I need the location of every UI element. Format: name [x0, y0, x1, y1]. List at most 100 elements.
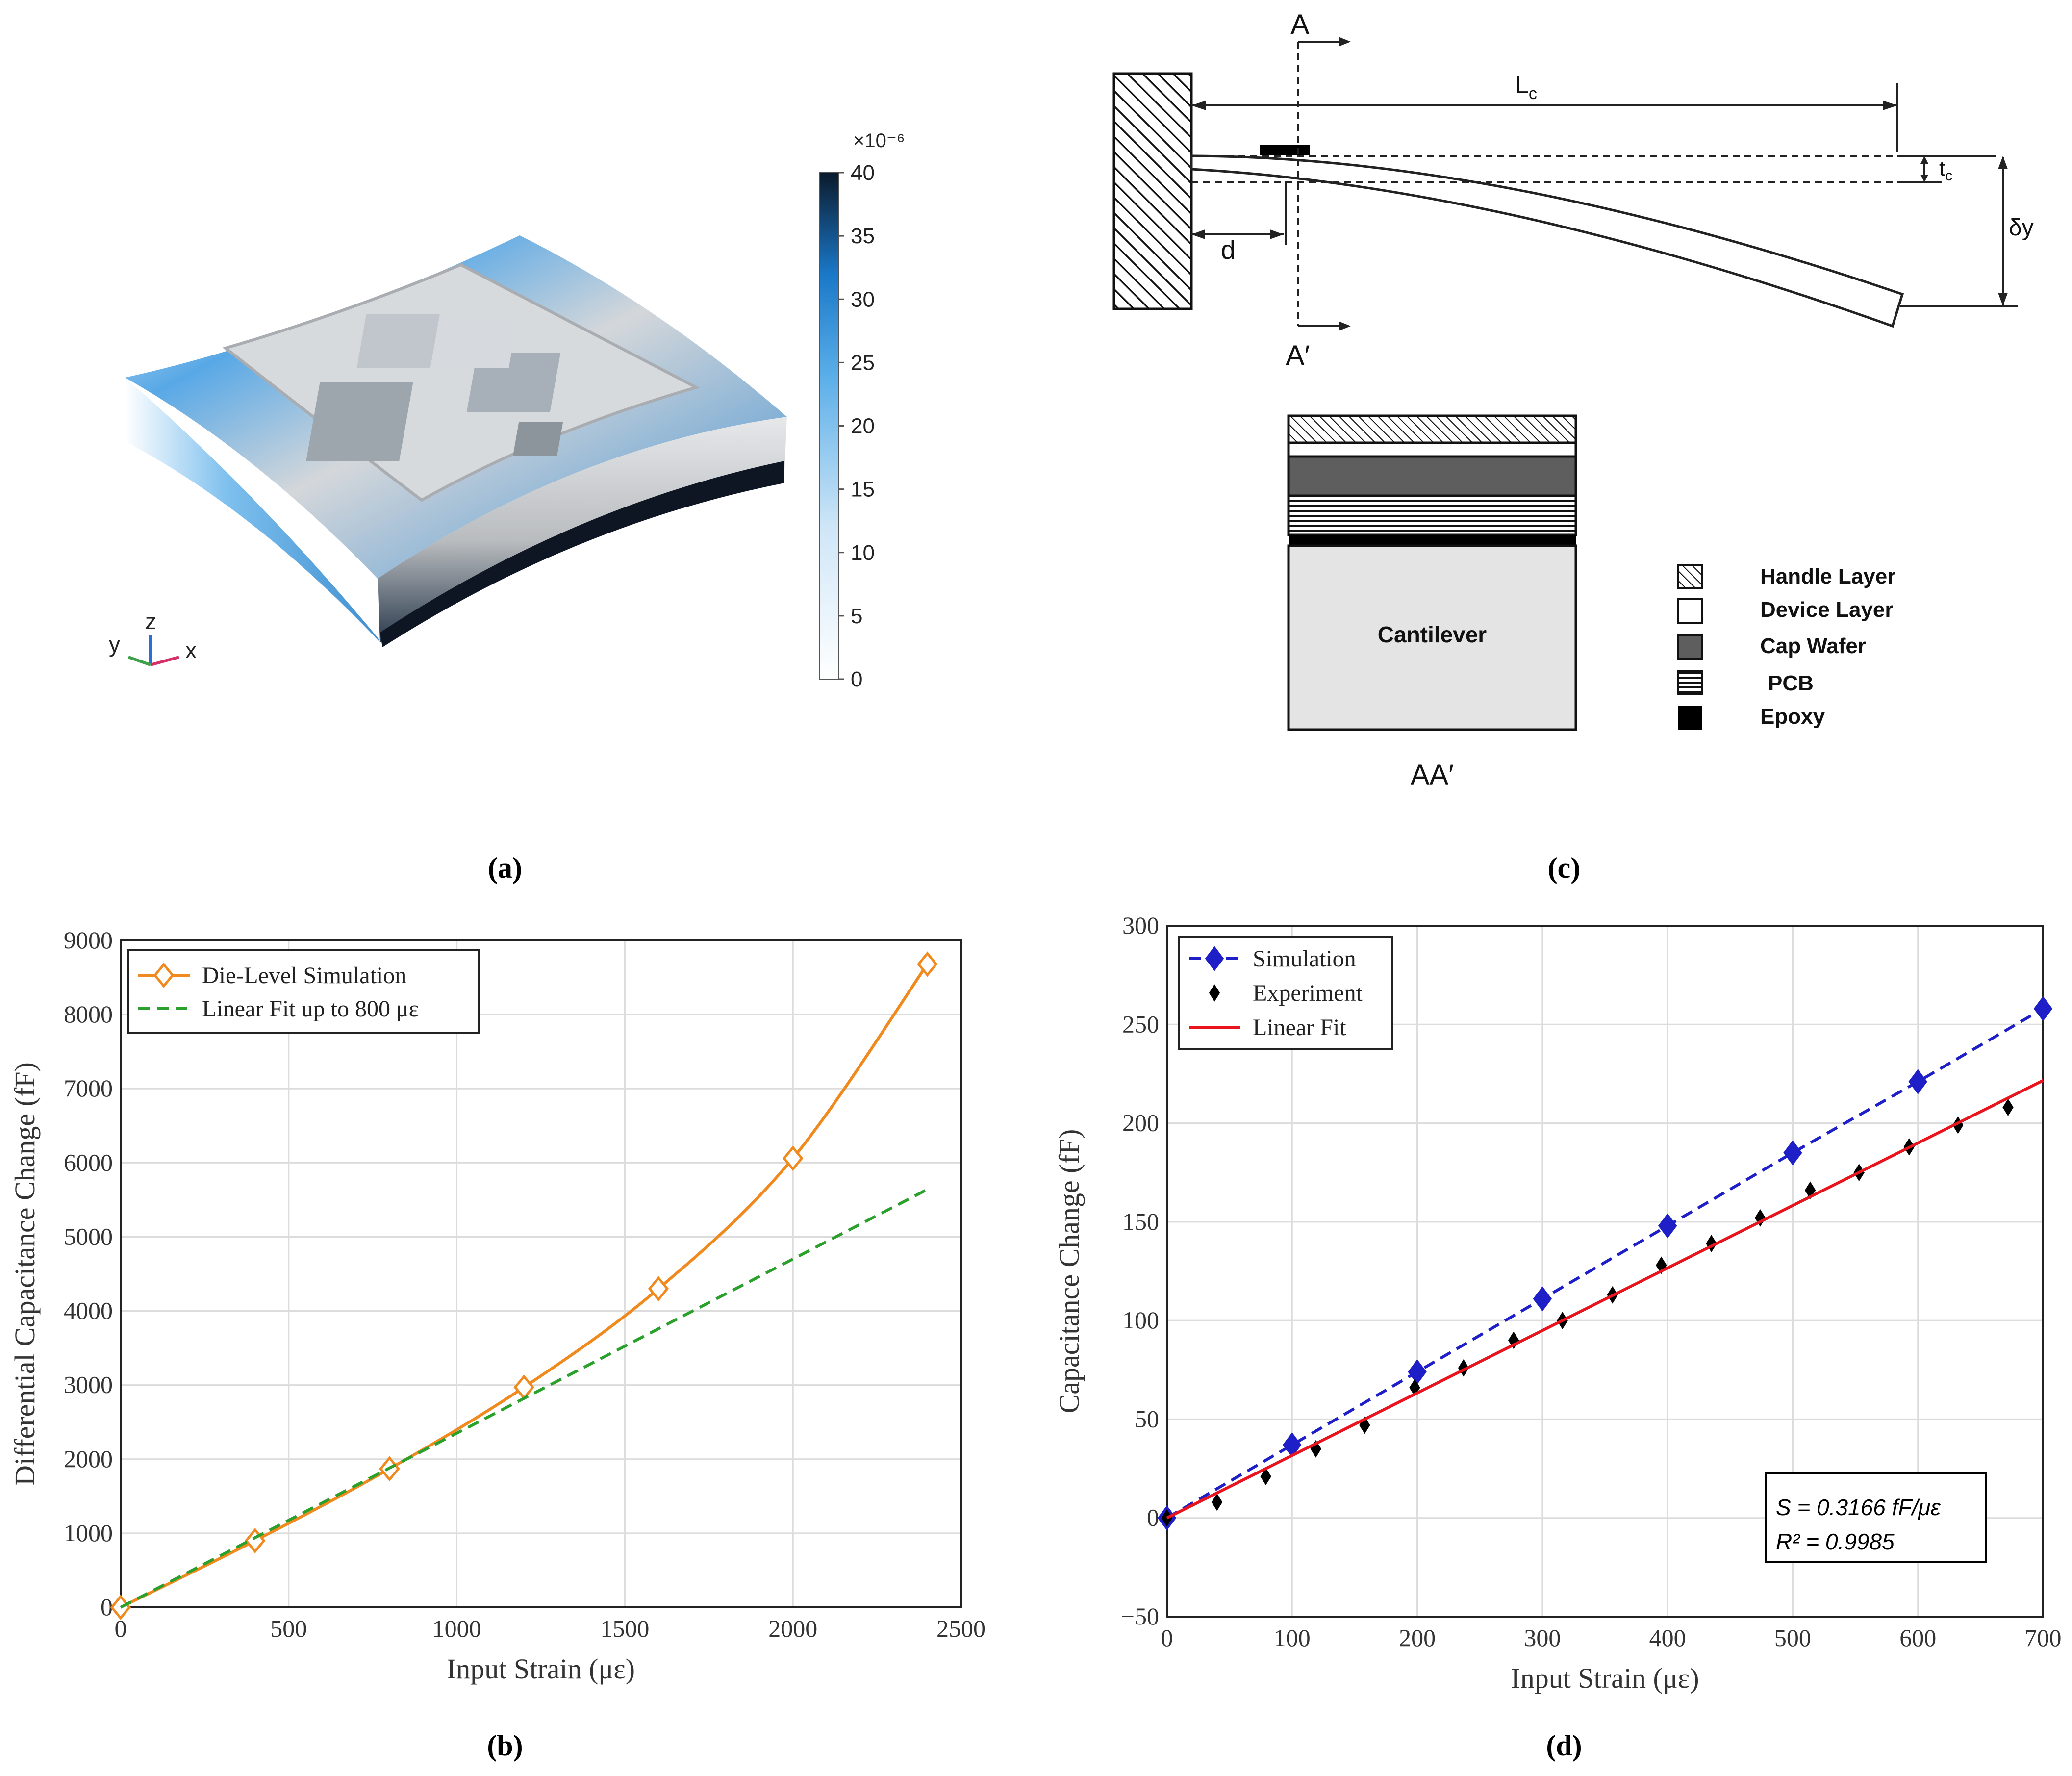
legend-label-handle: Handle Layer [1760, 564, 1895, 588]
x-tick-label: 500 [1774, 1624, 1811, 1651]
axis-label-z: z [145, 609, 156, 634]
legend-swatch-device [1677, 598, 1703, 624]
cross-section: Cantilever [1287, 414, 1577, 731]
chip-left-face [125, 378, 380, 642]
data-point [1408, 1359, 1427, 1385]
colorbar-tick-label: 40 [851, 161, 875, 185]
colorbar-gradient [819, 172, 839, 680]
legend-label: Die-Level Simulation [202, 963, 406, 989]
x-axis-label: Input Strain (με) [1511, 1662, 1699, 1694]
axis-label-y: y [109, 632, 120, 657]
series-line [120, 963, 929, 1609]
data-point [1260, 1468, 1271, 1486]
panel-a: z x y ×10⁻⁶ 0 5 10 15 20 25 30 35 40 (a) [109, 130, 905, 884]
legend-marker [153, 963, 175, 988]
colorbar-tick-label: 25 [851, 351, 875, 375]
data-point [2033, 996, 2053, 1021]
x-tick-label: 0 [1161, 1624, 1173, 1651]
series-line [1166, 1007, 2044, 1520]
y-tick-label: 7000 [64, 1074, 113, 1102]
legend-box [127, 949, 480, 1034]
legend-swatch-pcb [1677, 670, 1703, 695]
x-tick-label: 700 [2025, 1624, 2062, 1651]
x-tick-label: 500 [270, 1615, 307, 1642]
y-tick-label: 100 [1122, 1306, 1159, 1334]
y-tick-label: −50 [1121, 1602, 1159, 1630]
proof-mass-3 [356, 314, 440, 368]
data-point [648, 1276, 669, 1302]
x-tick-label: 2500 [936, 1615, 985, 1642]
legend-swatch-epoxy [1678, 706, 1702, 730]
section-label-a-prime: A′ [1286, 340, 1310, 372]
y-tick-label: 1000 [64, 1519, 113, 1547]
panel-label-b: (b) [487, 1729, 523, 1762]
legend-label: Linear Fit up to 800 με [202, 996, 419, 1022]
data-point [513, 1374, 534, 1400]
series-line [120, 1188, 928, 1609]
legend-label-cap: Cap Wafer [1760, 634, 1866, 658]
plot-frame [1166, 925, 2044, 1618]
legend-marker [1209, 984, 1220, 1002]
y-tick-label: 250 [1122, 1010, 1159, 1038]
x-tick-label: 1500 [600, 1615, 649, 1642]
data-point [1658, 1213, 1677, 1239]
y-axis-label: Capacitance Change (fF) [1053, 1129, 1085, 1414]
colorbar-tick-label: 5 [851, 604, 862, 628]
colorbar-tick-label: 20 [851, 414, 875, 438]
data-point [1211, 1493, 1223, 1511]
thickness-label: tc [1939, 156, 1952, 184]
colorbar-tick-label: 10 [851, 541, 875, 565]
legend-label: Simulation [1253, 946, 1356, 972]
x-tick-label: 2000 [768, 1615, 817, 1642]
y-tick-label: 9000 [64, 926, 113, 954]
cross-section-label: AA′ [1411, 759, 1454, 791]
data-point [1783, 1140, 1802, 1166]
r-squared-text: R² = 0.9985 [1776, 1529, 1895, 1554]
sensor-die [1260, 145, 1310, 155]
sensitivity-text: S = 0.3166 fF/με [1776, 1495, 1941, 1520]
legend-swatch-cap [1677, 634, 1703, 660]
colorbar-tick-label: 0 [851, 667, 862, 691]
fixed-wall [1112, 72, 1193, 310]
chip-bottom-edge [380, 461, 784, 647]
length-label: Lc [1515, 71, 1537, 103]
axis-label-x: x [185, 637, 197, 663]
y-tick-label: 5000 [64, 1222, 113, 1250]
y-axis-label: Differential Capacitance Change (fF) [9, 1062, 41, 1486]
y-tick-label: 50 [1135, 1405, 1159, 1432]
legend-label-epoxy: Epoxy [1760, 705, 1825, 729]
chart-d: 0 100 200 300 400 500 600 700−50050100150200250… [1053, 912, 2062, 1694]
y-tick-label: 3000 [64, 1371, 113, 1398]
data-point [1908, 1069, 1927, 1094]
y-tick-label: 0 [1147, 1504, 1159, 1531]
legend-label: Experiment [1253, 980, 1363, 1006]
bond-pad [513, 422, 563, 456]
deflection-label: δy [2009, 215, 2034, 241]
panel-c: A A′ Lc tc δy d C [1112, 9, 2034, 884]
colorbar-tick-label: 15 [851, 478, 875, 502]
legend-label-pcb: PCB [1768, 671, 1814, 695]
y-tick-label: 8000 [64, 1000, 113, 1028]
colorbar-tick-label: 35 [851, 224, 875, 248]
chart-b: 0 500 1000 1500 2000 250001000200030004000500… [9, 926, 985, 1685]
legend-label: Linear Fit [1253, 1015, 1346, 1040]
legend-swatch-handle [1677, 564, 1703, 589]
x-tick-label: 100 [1274, 1624, 1311, 1651]
cantilever-label: Cantilever [1378, 622, 1487, 647]
panel-label-a: (a) [488, 852, 522, 884]
x-tick-label: 200 [1399, 1624, 1436, 1651]
y-tick-label: 150 [1122, 1208, 1159, 1235]
y-tick-label: 300 [1122, 912, 1159, 939]
proof-mass-1 [306, 382, 413, 461]
proof-mass-4 [430, 319, 518, 368]
plot-frame [120, 939, 962, 1608]
y-tick-label: 2000 [64, 1445, 113, 1472]
panel-label-d: (d) [1546, 1729, 1582, 1762]
axis-triad: z x y [109, 609, 197, 666]
data-point [917, 951, 938, 977]
y-tick-label: 200 [1122, 1109, 1159, 1137]
x-tick-label: 300 [1524, 1624, 1561, 1651]
legend-label-device: Device Layer [1760, 598, 1894, 622]
offset-label: d [1221, 235, 1236, 265]
